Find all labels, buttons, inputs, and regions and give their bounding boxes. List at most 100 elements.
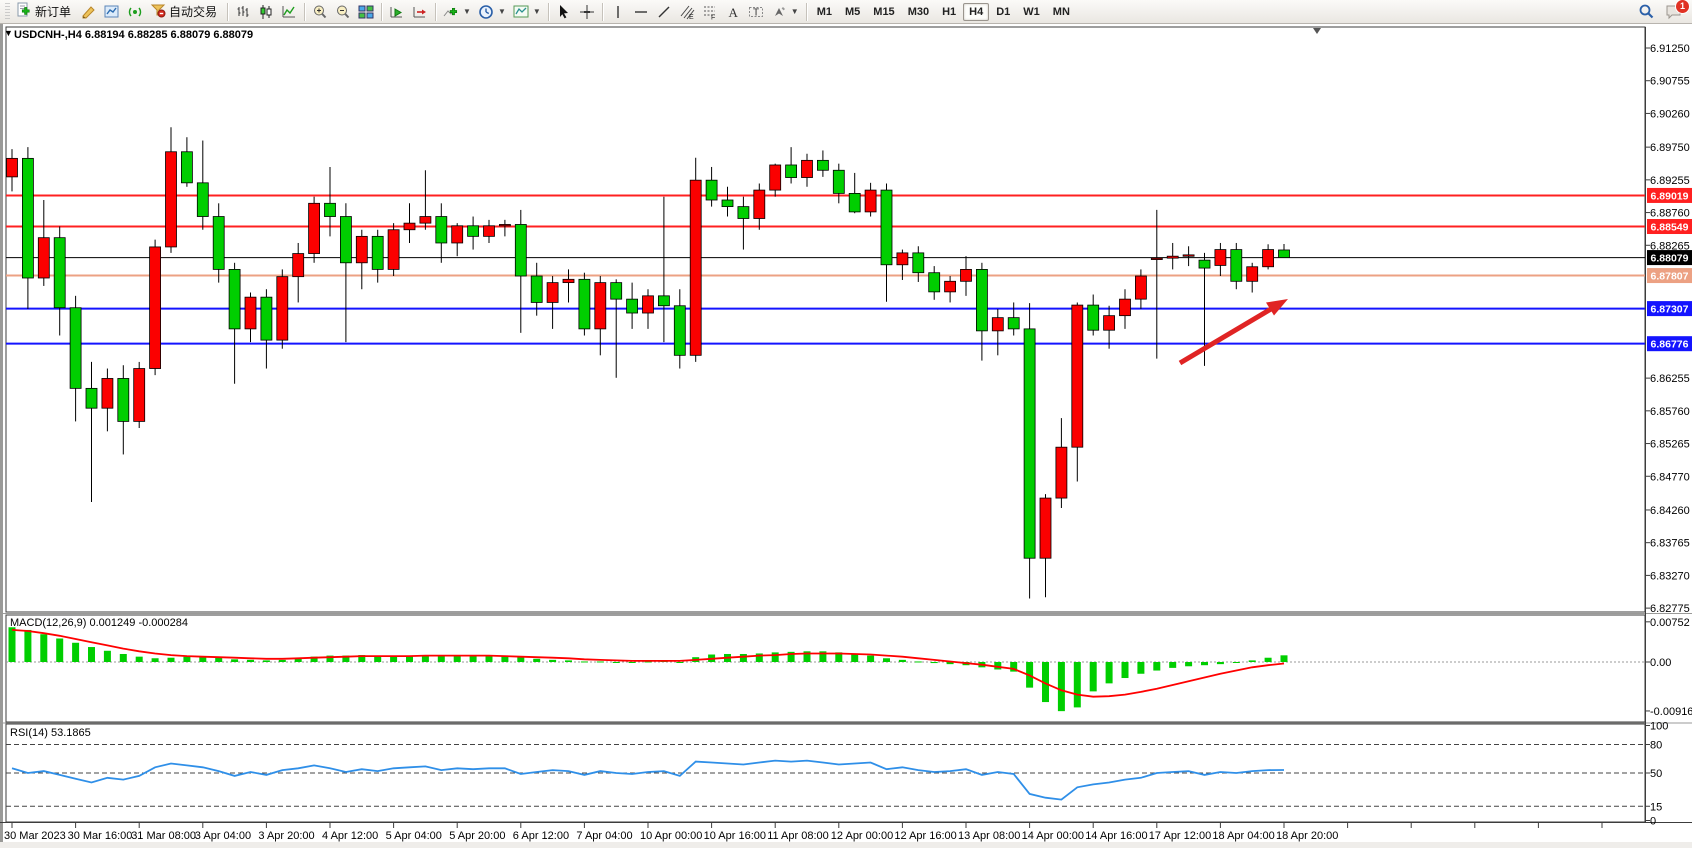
candle	[594, 276, 607, 356]
zoom-out-icon[interactable]	[332, 2, 354, 22]
macd-histogram-bar	[56, 638, 64, 662]
time-label: 30 Mar 16:00	[68, 830, 133, 842]
arrows-icon[interactable]: ▼	[768, 2, 802, 22]
macd-histogram-bar	[946, 662, 954, 665]
time-label: 7 Apr 04:00	[576, 830, 632, 842]
pencil-icon[interactable]	[78, 2, 100, 22]
autotrading-icon	[150, 2, 166, 21]
vertical-line-icon[interactable]	[607, 2, 629, 22]
trend-arrow-annotation[interactable]	[1178, 299, 1288, 366]
macd-histogram-bar	[771, 652, 779, 662]
svg-text:E: E	[689, 14, 694, 20]
candle	[610, 279, 623, 378]
text-label-icon[interactable]: T	[745, 2, 767, 22]
search-icon[interactable]	[1635, 2, 1658, 22]
timeframe-m30[interactable]: M30	[902, 3, 935, 21]
macd-histogram-bar	[167, 657, 175, 662]
toolbar-separator	[304, 2, 306, 21]
time-label: 10 Apr 00:00	[640, 830, 702, 842]
bar-chart-icon[interactable]	[232, 2, 254, 22]
macd-histogram-bar	[119, 653, 127, 662]
candle-body	[1198, 259, 1211, 269]
macd-histogram-bar	[40, 634, 48, 662]
chart-shift-icon[interactable]	[409, 2, 431, 22]
macd-histogram-bar	[358, 655, 366, 662]
candle-body	[737, 206, 750, 219]
arrow-head	[1266, 299, 1288, 316]
candle-body	[276, 276, 289, 341]
autotrading-button[interactable]: 自动交易	[147, 2, 223, 22]
macd-indicator-label: MACD(12,26,9) 0.001249 -0.000284	[10, 617, 188, 629]
indicators-icon[interactable]: ▼	[440, 2, 474, 22]
price-tick-label: 6.91250	[1650, 43, 1690, 55]
macd-histogram-bar	[183, 656, 191, 662]
candle-body	[673, 305, 686, 356]
trendline-icon[interactable]	[653, 2, 675, 22]
crosshair-icon[interactable]	[576, 2, 598, 22]
tile-windows-icon[interactable]	[355, 2, 377, 22]
timeframe-m1[interactable]: M1	[811, 3, 838, 21]
periods-icon[interactable]: ▼	[475, 2, 509, 22]
candle-body	[721, 199, 734, 208]
candle	[37, 200, 50, 286]
candle	[626, 282, 638, 329]
toolbar-separator	[805, 2, 807, 21]
new-order-icon	[16, 2, 32, 21]
templates-icon[interactable]: ▼	[510, 2, 544, 22]
candle	[817, 150, 829, 177]
macd-histogram-bar	[72, 642, 80, 662]
candle	[467, 216, 480, 250]
toolbar-separator	[601, 2, 603, 21]
macd-histogram-bar	[8, 627, 16, 662]
auto-scroll-icon[interactable]	[386, 2, 408, 22]
macd-histogram-bar	[342, 655, 350, 662]
candle	[1246, 262, 1259, 293]
line-chart-icon[interactable]	[278, 2, 300, 22]
candle	[133, 361, 146, 429]
equidistant-channel-icon[interactable]: E	[676, 2, 698, 22]
candle	[498, 219, 511, 237]
new-order-button[interactable]: 新订单	[13, 2, 77, 22]
text-icon[interactable]: A	[722, 2, 744, 22]
timeframe-mn[interactable]: MN	[1047, 3, 1076, 21]
time-label: 11 Apr 08:00	[767, 830, 829, 842]
symbol-dropdown-icon[interactable]: ▼	[4, 28, 13, 38]
candle-body	[1103, 315, 1115, 331]
candlestick-chart-icon[interactable]	[255, 2, 277, 22]
time-label: 10 Apr 16:00	[704, 830, 766, 842]
macd-histogram-bar	[406, 655, 413, 662]
time-label: 18 Apr 04:00	[1212, 830, 1274, 842]
fibonacci-icon[interactable]: F	[699, 2, 721, 22]
candle-body	[244, 296, 257, 330]
candle-body	[435, 216, 448, 244]
timeframe-m5[interactable]: M5	[839, 3, 866, 21]
candle	[1119, 289, 1131, 329]
timeframe-h1[interactable]: H1	[936, 3, 962, 21]
zoom-in-icon[interactable]	[309, 2, 331, 22]
horizontal-line-icon[interactable]	[630, 2, 652, 22]
macd-histogram-bar	[803, 651, 811, 662]
signal-icon[interactable]	[124, 2, 146, 22]
candle-body	[355, 235, 368, 264]
candle-body	[912, 252, 925, 274]
candle	[419, 170, 432, 230]
chat-button[interactable]: 1	[1662, 0, 1690, 22]
chart-window-icon[interactable]	[101, 2, 123, 22]
timeframe-m15[interactable]: M15	[867, 3, 900, 21]
macd-histogram-bar	[867, 655, 875, 662]
candle	[1166, 242, 1179, 270]
candle-body	[403, 222, 416, 231]
macd-histogram-bar	[898, 659, 906, 662]
status-strip	[0, 842, 1692, 848]
candle	[864, 182, 877, 217]
cursor-icon[interactable]	[553, 2, 575, 22]
candle-body	[1278, 249, 1290, 258]
chart-shift-marker[interactable]	[1313, 28, 1321, 34]
timeframe-d1[interactable]: D1	[990, 3, 1016, 21]
timeframe-w1[interactable]: W1	[1017, 3, 1046, 21]
timeframe-h4[interactable]: H4	[963, 2, 990, 21]
macd-histogram-bar	[135, 656, 143, 662]
arrow-shaft	[1178, 306, 1273, 366]
